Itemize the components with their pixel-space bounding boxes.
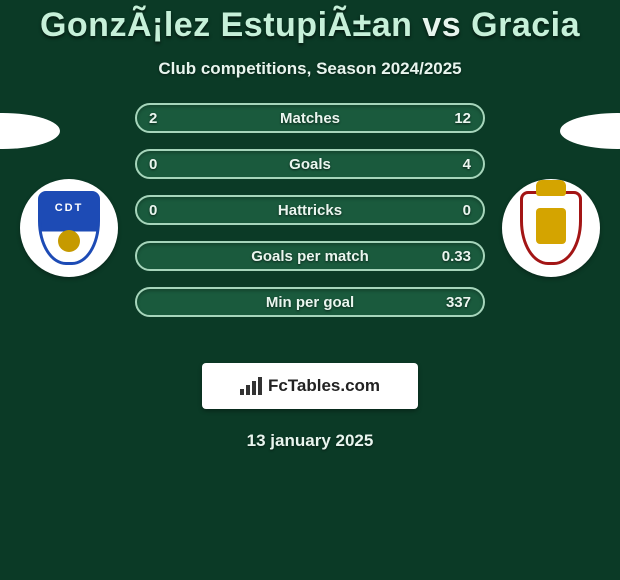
- subtitle: Club competitions, Season 2024/2025: [0, 59, 620, 79]
- stat-label: Min per goal: [137, 294, 483, 311]
- stat-label: Goals per match: [137, 248, 483, 265]
- left-club-badge: [20, 179, 118, 277]
- stat-label: Matches: [137, 110, 483, 127]
- player2-name: Gracia: [471, 6, 580, 44]
- site-badge-text: FcTables.com: [268, 376, 380, 396]
- vs-label: vs: [422, 6, 461, 44]
- stat-right-value: 0.33: [442, 248, 471, 265]
- stat-row-min-per-goal: Min per goal 337: [135, 287, 485, 317]
- page-title: GonzÃ¡lez EstupiÃ±an vs Gracia: [0, 6, 620, 45]
- stat-left-value: 0: [149, 156, 157, 173]
- footer-date: 13 january 2025: [0, 431, 620, 451]
- stat-row-matches: 2 Matches 12: [135, 103, 485, 133]
- stat-row-hattricks: 0 Hattricks 0: [135, 195, 485, 225]
- stats-list: 2 Matches 12 0 Goals 4 0 Hattricks 0 Goa…: [135, 103, 485, 333]
- content-area: 2 Matches 12 0 Goals 4 0 Hattricks 0 Goa…: [0, 115, 620, 345]
- stat-right-value: 0: [463, 202, 471, 219]
- stat-right-value: 4: [463, 156, 471, 173]
- comparison-card: GonzÃ¡lez EstupiÃ±an vs Gracia Club comp…: [0, 0, 620, 580]
- tenerife-crest-icon: [38, 191, 100, 265]
- stat-label: Goals: [137, 156, 483, 173]
- stat-right-value: 12: [454, 110, 471, 127]
- barchart-icon: [240, 377, 262, 395]
- stat-label: Hattricks: [137, 202, 483, 219]
- stat-left-value: 2: [149, 110, 157, 127]
- stat-right-value: 337: [446, 294, 471, 311]
- zaragoza-crest-icon: [520, 191, 582, 265]
- left-oval-decoration: [0, 113, 60, 149]
- player1-name: GonzÃ¡lez EstupiÃ±an: [40, 6, 412, 44]
- stat-row-goals: 0 Goals 4: [135, 149, 485, 179]
- site-badge[interactable]: FcTables.com: [202, 363, 418, 409]
- stat-left-value: 0: [149, 202, 157, 219]
- stat-row-goals-per-match: Goals per match 0.33: [135, 241, 485, 271]
- right-oval-decoration: [560, 113, 620, 149]
- right-club-badge: [502, 179, 600, 277]
